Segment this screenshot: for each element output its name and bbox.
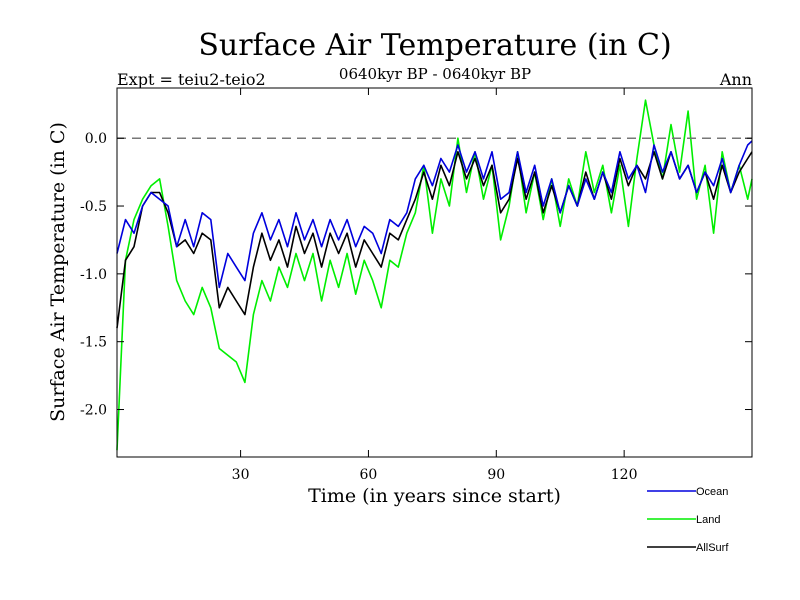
y-tick-label: -1.5	[80, 335, 107, 351]
legend-label-allsurf: AllSurf	[696, 542, 729, 554]
series-layer	[116, 99, 753, 451]
legend: Ocean Land AllSurf	[647, 486, 729, 554]
y-tick-label: -1.0	[80, 267, 107, 283]
x-tick-label: 120	[611, 467, 638, 483]
plot-frame	[116, 87, 753, 458]
x-tick-label: 90	[487, 467, 505, 483]
x-axis-label: Time (in years since start)	[308, 485, 561, 507]
y-tick-label: -2.0	[80, 403, 107, 419]
axis-ticks: 30 60 90 120 0.0 -0.5 -1.0 -1.5 -2.0	[80, 88, 752, 483]
chart-title: Surface Air Temperature (in C)	[198, 28, 672, 63]
experiment-label: Expt = teiu2-teio2	[117, 70, 266, 89]
legend-label-land: Land	[696, 514, 720, 526]
y-tick-label: -0.5	[80, 199, 107, 215]
chart-subtitle: 0640kyr BP - 0640kyr BP	[338, 65, 532, 83]
y-tick-label: 0.0	[85, 131, 107, 147]
x-tick-label: 60	[360, 467, 378, 483]
series-line-land	[116, 99, 753, 451]
legend-label-ocean: Ocean	[696, 486, 728, 498]
x-tick-label: 30	[232, 467, 250, 483]
season-label: Ann	[719, 70, 752, 89]
series-line-ocean	[116, 140, 753, 289]
